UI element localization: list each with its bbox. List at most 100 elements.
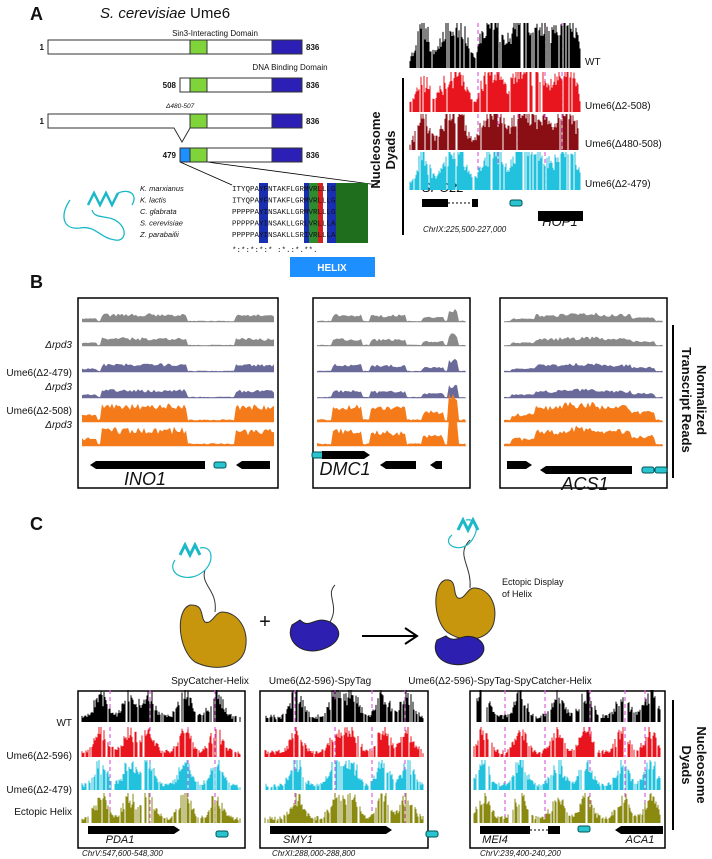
axis-title-line: Dyads [383,130,398,169]
axis-title: NucleosomeDyads [368,111,398,188]
annotation-line: of Helix [502,589,533,599]
signal-area [317,333,466,346]
construct-bar [47,113,303,144]
alignment-highlight [259,183,368,243]
gene-label: PDA1 [106,834,135,846]
signal-area [82,389,274,398]
zoom-line [206,161,379,186]
track-label: Ume6(Δ480-508) [585,139,662,150]
panel-label: A [30,4,43,24]
panel-box [259,690,429,849]
row-label: Δrpd3 [44,340,72,351]
plus: + [259,611,271,633]
row-label: Ume6(Δ2-596) [6,751,72,762]
axis-title: NormalizedTranscript Reads [679,347,709,453]
species: K. lactis [140,196,167,205]
row-label: WT [56,718,72,729]
gene-model [322,451,370,459]
row-label: Ume6(Δ2-479) [6,785,72,796]
protein-title: S. cerevisiae Ume6 [100,5,230,22]
feature [654,466,668,474]
signal-area [317,418,466,446]
helix-box [290,257,375,277]
gene-model [270,826,392,834]
dna-domain [271,77,303,93]
gene-model [472,199,478,207]
signal-track [81,760,241,790]
sequence: ITYQPAYFNTAKFLGRMVRLLLG [232,186,336,194]
coordinates: ChrXI:288,000-288,800 [272,849,356,858]
gene-model [380,461,416,469]
annotation: Ectopic Display of Helix [502,577,564,599]
gene-model [236,461,270,469]
panel-box [77,297,279,489]
coordinates: ChrV:239,400-240,200 [480,849,561,858]
signal-area [504,312,663,322]
signal-track [265,760,424,790]
dna-domain [271,39,303,55]
feature [215,830,229,838]
sin3-domain [189,77,208,93]
construct-end: 836 [306,117,320,126]
signal-area [504,388,663,398]
signal-area [504,425,663,446]
protein-cartoon [63,190,135,241]
feature [425,830,439,838]
panel-label: C [30,514,43,534]
signal-area [504,401,663,422]
sequence: PPPPPAYINSAKLLGRMVRLLLG [232,209,336,217]
signal-area [317,358,466,372]
gene-label: ACA1 [625,834,655,846]
signal-area [82,403,274,422]
row-label: Δrpd3 [44,420,72,431]
sequence: PPPPPAYINSAKLLSRIVRLLLA [232,232,336,240]
conservation: *:*:*:*:* :*.:*.**. [232,247,318,255]
signal-track [473,793,661,823]
species: C. glabrata [140,207,177,216]
construct-start: 1 [40,43,45,52]
dna-domain [271,147,303,163]
gene-model [615,826,663,834]
panel-box [469,690,666,849]
row-label: Δrpd3 [44,382,72,393]
schematic-label: SpyCatcher-Helix [171,676,249,687]
gene-model [90,461,205,469]
signal-track [264,793,424,823]
panel-box [312,297,471,489]
axis-title-line: Dyads [679,745,694,784]
domain-label: DNA Binding Domain [252,63,327,72]
feature [213,461,227,469]
gene-model [480,826,530,834]
signal-track [473,760,661,790]
signal-track [409,23,581,68]
signal-track [473,727,661,757]
signal-track [476,690,661,722]
gene-label: SMY1 [283,834,313,846]
signal-track [265,690,424,722]
panel-box [77,690,246,849]
gene-model [540,466,632,474]
feature [641,466,655,474]
construct-end: 836 [306,151,320,160]
feature [509,199,523,207]
signal-area [504,362,663,372]
gene-model [430,461,442,469]
species: S. cerevisiae [140,219,183,228]
signal-area [82,313,274,322]
axis-title-line: Normalized [694,365,709,435]
zoom-line [179,161,233,186]
construct-start: 508 [163,81,177,90]
gene-model [507,461,532,469]
sequence: ITYQPAYFNTAKFLGRMVRLLLG [232,198,336,206]
species: S. cerevisiae [100,5,186,22]
helix-region [179,147,191,163]
schematic-label: Ume6(Δ2-596)-SpyTag-SpyCatcher-Helix [408,676,591,687]
signal-track [409,114,579,150]
coordinates: ChrIX:225,500-227,000 [423,225,507,234]
row-label: Ume6(Δ2-508) [6,406,72,417]
construct-start: 1 [40,117,45,126]
signal-track [81,727,241,757]
gene-label: INO1 [124,469,166,489]
gene-model [88,826,180,834]
